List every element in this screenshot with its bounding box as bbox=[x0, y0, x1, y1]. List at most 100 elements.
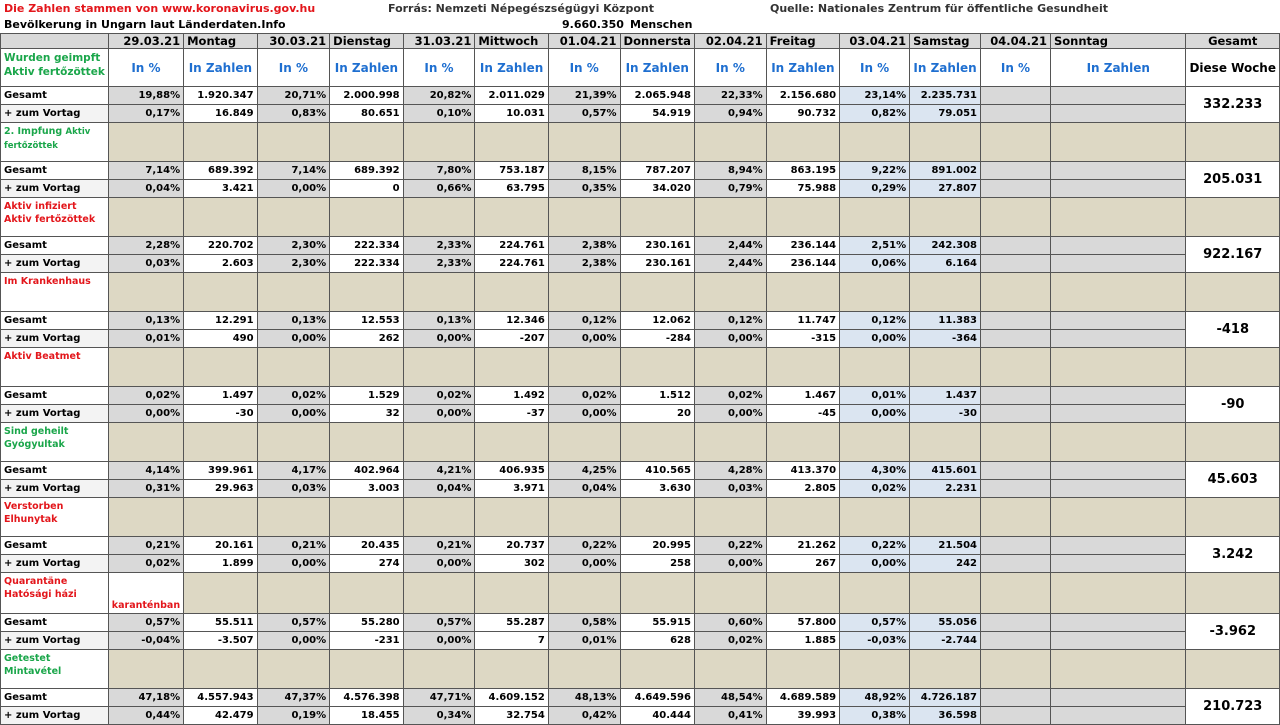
number-value: 12.062 bbox=[619, 311, 695, 330]
number-value: 1.467 bbox=[765, 386, 841, 405]
category-label: Im Krankenhaus bbox=[0, 272, 109, 312]
pct-value: 2,33% bbox=[402, 254, 476, 273]
pct-value: 0,00% bbox=[256, 329, 331, 348]
category-subtitle: Aktiv fertőzöttek bbox=[4, 66, 105, 78]
number-value: 402.964 bbox=[329, 461, 404, 480]
empty-cell bbox=[980, 461, 1051, 480]
number-value: 274 bbox=[329, 554, 404, 573]
category-filler bbox=[839, 572, 911, 614]
pct-value: 0,02% bbox=[402, 386, 476, 405]
category-filler bbox=[329, 649, 404, 689]
pct-value: 0,22% bbox=[547, 536, 621, 555]
empty-cell bbox=[980, 86, 1051, 105]
empty-cell bbox=[1049, 688, 1187, 707]
category-filler bbox=[107, 649, 185, 689]
week-total: 205.031 bbox=[1185, 161, 1280, 198]
number-value: 413.370 bbox=[765, 461, 841, 480]
category-filler-total bbox=[1185, 197, 1280, 237]
empty-cell bbox=[1049, 386, 1187, 405]
row-label: + zum Vortag bbox=[0, 479, 109, 498]
number-value: 1.899 bbox=[183, 554, 258, 573]
number-value: 36.598 bbox=[909, 706, 981, 725]
number-value: 230.161 bbox=[619, 254, 695, 273]
category-filler bbox=[909, 197, 981, 237]
pct-value: 19,88% bbox=[107, 86, 185, 105]
header-num: In Zahlen bbox=[909, 48, 981, 87]
category-filler bbox=[909, 122, 981, 162]
row-label: + zum Vortag bbox=[0, 706, 109, 725]
number-value: -45 bbox=[765, 404, 841, 423]
category-filler bbox=[693, 272, 767, 312]
number-value: 220.702 bbox=[183, 236, 258, 255]
pct-value: 0,57% bbox=[402, 613, 476, 632]
number-value: 40.444 bbox=[619, 706, 695, 725]
header-pct: In % bbox=[547, 48, 621, 87]
header-date: 02.04.21 bbox=[693, 33, 767, 49]
pct-value: 0,02% bbox=[693, 631, 767, 650]
header-total: Gesamt bbox=[1185, 33, 1280, 49]
category-filler bbox=[107, 347, 185, 387]
number-value: 399.961 bbox=[183, 461, 258, 480]
category-filler bbox=[765, 197, 841, 237]
row-label: + zum Vortag bbox=[0, 631, 109, 650]
header-day: Donnersta bbox=[619, 33, 695, 49]
category-filler bbox=[980, 272, 1051, 312]
category-filler bbox=[693, 197, 767, 237]
number-value: 55.280 bbox=[329, 613, 404, 632]
header-day: Dienstag bbox=[329, 33, 404, 49]
number-value: 1.437 bbox=[909, 386, 981, 405]
pct-value: 0,57% bbox=[256, 613, 331, 632]
category-filler bbox=[693, 422, 767, 462]
gesamt-row: Gesamt 2,28% 220.702 2,30% 222.334 2,33% 224.7… bbox=[0, 236, 1280, 273]
category-filler bbox=[1049, 572, 1187, 614]
number-value: 2.603 bbox=[183, 254, 258, 273]
category-filler bbox=[909, 347, 981, 387]
number-value: -284 bbox=[619, 329, 695, 348]
category-label: Verstorben Elhunytak bbox=[0, 497, 109, 537]
number-value: 490 bbox=[183, 329, 258, 348]
category-filler bbox=[183, 422, 258, 462]
empty-cell bbox=[1049, 179, 1187, 198]
number-value: 2.156.680 bbox=[765, 86, 841, 105]
category-filler bbox=[839, 197, 911, 237]
category-filler bbox=[765, 572, 841, 614]
empty-cell bbox=[1049, 631, 1187, 650]
number-value: 689.392 bbox=[329, 161, 404, 180]
pct-value: 0,12% bbox=[547, 311, 621, 330]
header-first-category: Wurden geimpft Aktiv fertőzöttek bbox=[0, 48, 109, 87]
number-value: 11.383 bbox=[909, 311, 981, 330]
pct-value: 48,13% bbox=[547, 688, 621, 707]
pct-value: 0,00% bbox=[256, 404, 331, 423]
pct-value: 0,57% bbox=[547, 104, 621, 123]
pct-value: 48,54% bbox=[693, 688, 767, 707]
category-filler bbox=[839, 122, 911, 162]
category-filler-total bbox=[1185, 422, 1280, 462]
header-date: 04.04.21 bbox=[980, 33, 1051, 49]
pct-value: 0,31% bbox=[107, 479, 185, 498]
category-filler bbox=[619, 122, 695, 162]
pct-value: 0,94% bbox=[693, 104, 767, 123]
header-num: In Zahlen bbox=[619, 48, 695, 87]
vortag-row: + zum Vortag 0,02% 1.899 0,00% 274 0,00% 302 0,… bbox=[0, 554, 1280, 573]
pct-value: -0,03% bbox=[839, 631, 911, 650]
pct-value: 0,04% bbox=[402, 479, 476, 498]
forras-text: Forrás: Nemzeti Népegészségügyi Központ bbox=[388, 2, 654, 15]
number-value: 32 bbox=[329, 404, 404, 423]
gesamt-row: Gesamt 0,21% 20.161 0,21% 20.435 0,21% 20.737 0… bbox=[0, 536, 1280, 573]
number-value: 1.529 bbox=[329, 386, 404, 405]
number-value: 16.849 bbox=[183, 104, 258, 123]
category-filler bbox=[839, 649, 911, 689]
pct-value: 4,30% bbox=[839, 461, 911, 480]
number-value: 2.000.998 bbox=[329, 86, 404, 105]
category-subtitle: Mintavétel bbox=[4, 666, 62, 677]
pct-value: 0,02% bbox=[547, 386, 621, 405]
pct-value: 0,00% bbox=[547, 404, 621, 423]
category-filler bbox=[839, 347, 911, 387]
header-pct: In % bbox=[402, 48, 476, 87]
row-label: + zum Vortag bbox=[0, 254, 109, 273]
category-filler bbox=[183, 272, 258, 312]
category-filler bbox=[619, 497, 695, 537]
category-filler bbox=[402, 272, 476, 312]
pct-value: 0,82% bbox=[839, 104, 911, 123]
number-value: 1.497 bbox=[183, 386, 258, 405]
